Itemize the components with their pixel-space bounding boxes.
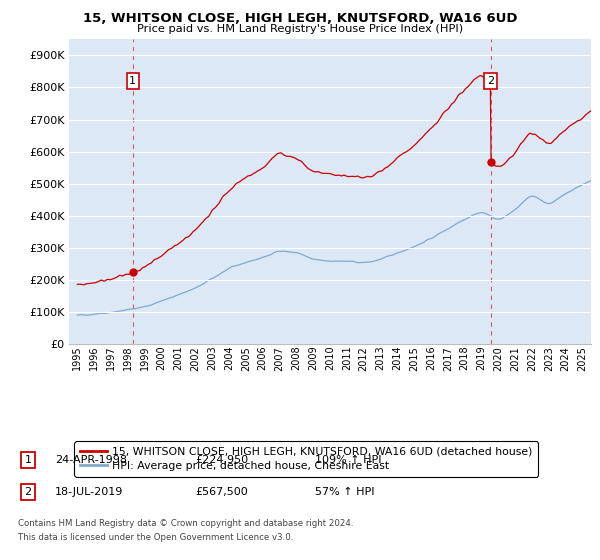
- Text: 109% ↑ HPI: 109% ↑ HPI: [315, 455, 382, 465]
- Text: 2: 2: [487, 76, 494, 86]
- Text: 24-APR-1998: 24-APR-1998: [55, 455, 127, 465]
- Text: £224,950: £224,950: [195, 455, 248, 465]
- Text: £567,500: £567,500: [195, 487, 248, 497]
- Legend: 15, WHITSON CLOSE, HIGH LEGH, KNUTSFORD, WA16 6UD (detached house), HPI: Average: 15, WHITSON CLOSE, HIGH LEGH, KNUTSFORD,…: [74, 441, 538, 477]
- Text: Price paid vs. HM Land Registry's House Price Index (HPI): Price paid vs. HM Land Registry's House …: [137, 24, 463, 34]
- Text: Contains HM Land Registry data © Crown copyright and database right 2024.: Contains HM Land Registry data © Crown c…: [18, 520, 353, 529]
- Text: 1: 1: [130, 76, 136, 86]
- Text: 18-JUL-2019: 18-JUL-2019: [55, 487, 124, 497]
- Text: 2: 2: [25, 487, 32, 497]
- Text: 57% ↑ HPI: 57% ↑ HPI: [315, 487, 374, 497]
- Text: 1: 1: [25, 455, 32, 465]
- Text: This data is licensed under the Open Government Licence v3.0.: This data is licensed under the Open Gov…: [18, 534, 293, 543]
- Text: 15, WHITSON CLOSE, HIGH LEGH, KNUTSFORD, WA16 6UD: 15, WHITSON CLOSE, HIGH LEGH, KNUTSFORD,…: [83, 12, 517, 25]
